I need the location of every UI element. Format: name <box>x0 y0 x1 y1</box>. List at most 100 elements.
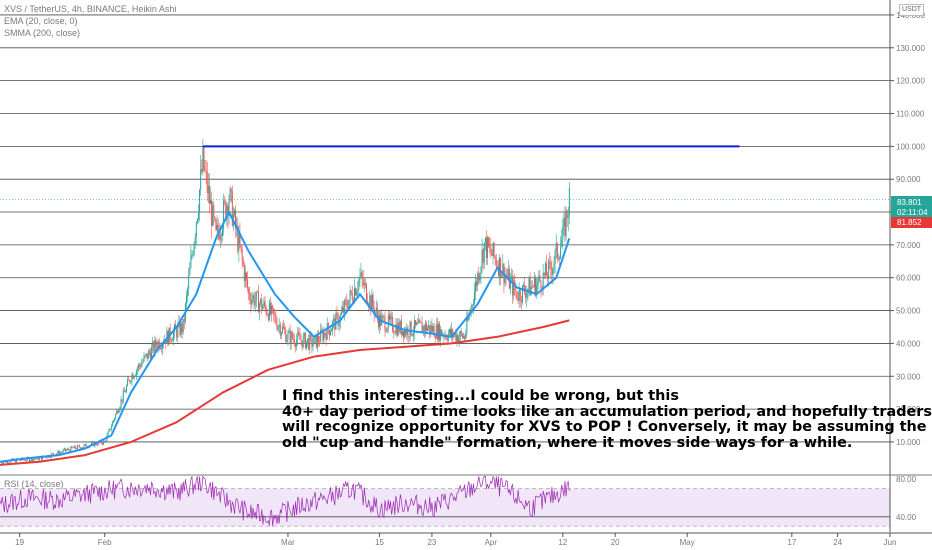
candle-body <box>189 267 191 276</box>
candle-body <box>477 273 479 286</box>
candle-body <box>157 341 159 349</box>
candle-body <box>134 375 136 377</box>
y-tick-label: 50.000 <box>896 307 921 316</box>
candle-body <box>200 169 202 190</box>
candle-body <box>110 426 112 430</box>
candle-body <box>336 312 338 314</box>
candle-body <box>244 272 246 281</box>
candle-body <box>453 335 455 338</box>
candle-body <box>488 237 490 247</box>
annotation-note[interactable]: I find this interesting...I could be wro… <box>282 388 932 451</box>
candle-body <box>410 321 412 335</box>
legend-ema[interactable]: EMA (20, close, 0) <box>4 16 78 26</box>
candle-body <box>237 226 239 251</box>
y-tick-label: 70.000 <box>896 241 921 250</box>
candle-body <box>459 331 461 338</box>
candle-body <box>217 224 219 233</box>
candle-body <box>287 332 289 340</box>
candle-body <box>428 325 430 328</box>
candle-body <box>542 272 544 290</box>
candle-body <box>387 314 389 329</box>
candle-body <box>51 453 53 455</box>
candle-body <box>67 448 69 450</box>
candle-body <box>100 440 102 444</box>
candle-body <box>58 450 60 455</box>
candle-body <box>551 269 553 276</box>
candle-body <box>208 185 210 204</box>
currency-badge[interactable]: USDT <box>899 4 925 16</box>
y-tick-label: 40.000 <box>896 339 921 348</box>
candle-body <box>24 459 26 461</box>
candle-body <box>552 268 554 276</box>
candle-body <box>114 418 116 421</box>
rsi-line <box>0 475 570 527</box>
legend-symbol[interactable]: XVS / TetherUS, 4h, BINANCE, Heikin Ashi <box>4 4 177 14</box>
candle-body <box>132 374 134 379</box>
candle-body <box>158 341 160 349</box>
candle-body <box>286 339 288 342</box>
candle-body <box>259 303 261 313</box>
candle-body <box>554 250 556 264</box>
candle-body <box>320 329 322 342</box>
candle-body <box>139 364 141 366</box>
candle-body <box>322 331 324 341</box>
badge-layer <box>891 196 932 228</box>
candle-body <box>427 327 429 331</box>
candle-body <box>279 324 281 336</box>
candle-body <box>80 447 82 449</box>
candle-body <box>69 449 71 452</box>
candle-body <box>422 325 424 333</box>
candle-body <box>165 340 167 344</box>
candle-body <box>194 236 196 244</box>
candle-body <box>120 399 122 408</box>
legend-smma[interactable]: SMMA (200, close) <box>4 28 81 38</box>
candle-body <box>151 347 153 359</box>
candle-body <box>116 410 118 415</box>
candle-body <box>154 339 156 352</box>
candle-body <box>272 305 274 309</box>
candle-body <box>457 335 459 342</box>
candle-body <box>382 316 384 317</box>
candle-body <box>385 331 387 333</box>
candle-body <box>64 448 66 451</box>
candle-body <box>333 318 335 322</box>
candle-body <box>298 332 300 335</box>
candle-body <box>207 185 209 193</box>
candle-body <box>521 285 523 302</box>
candle-body <box>520 300 522 302</box>
candle-body <box>393 330 395 333</box>
candle-body <box>74 445 76 449</box>
countdown-badge: 02:11:04 <box>897 208 928 217</box>
candle-body <box>553 263 555 269</box>
x-tick-label: 17 <box>787 538 796 547</box>
candle-body <box>117 410 119 414</box>
candle-body <box>415 320 417 326</box>
candle-body <box>313 337 315 345</box>
candle-body <box>140 365 142 368</box>
candle-body <box>568 187 570 216</box>
candle-body <box>71 446 73 448</box>
candle-body <box>331 329 333 332</box>
candle-body <box>143 355 145 362</box>
candle-body <box>513 280 515 296</box>
rsi-legend[interactable]: RSI (14, close) <box>4 479 64 489</box>
candle-body <box>81 447 83 449</box>
candle-body <box>401 331 403 335</box>
candle-body <box>529 278 531 296</box>
candle-body <box>35 458 37 460</box>
candle-body <box>225 201 227 219</box>
candle-body <box>240 245 242 250</box>
candle-body <box>397 322 399 336</box>
candle-body <box>271 305 273 314</box>
candle-body <box>103 440 105 445</box>
candle-body <box>31 457 33 461</box>
candle-body <box>490 246 492 254</box>
candle-body <box>364 282 366 284</box>
y-tick-label: 60.000 <box>896 274 921 283</box>
candle-body <box>145 353 147 356</box>
candle-body <box>362 279 364 286</box>
candle-body <box>494 256 496 259</box>
candle-body <box>539 275 541 282</box>
candle-body <box>242 259 244 266</box>
